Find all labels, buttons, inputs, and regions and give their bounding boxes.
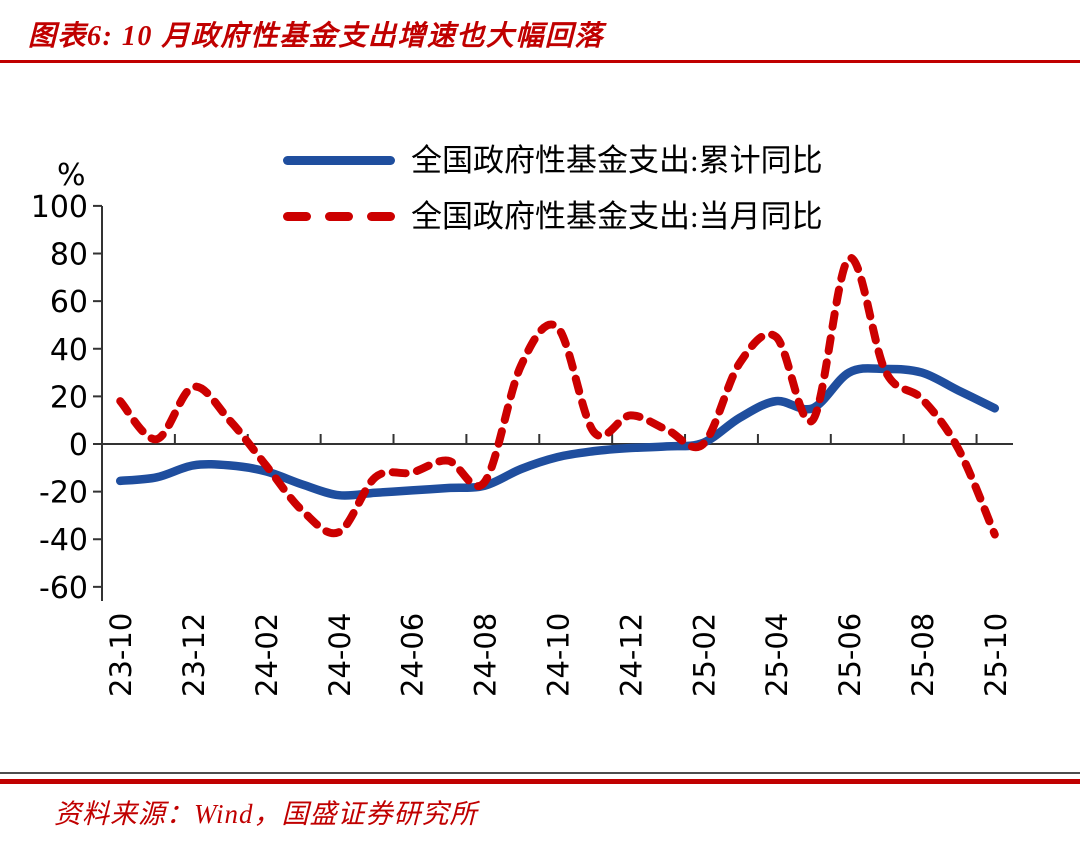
y-axis-tick-label: 0 (69, 428, 88, 463)
y-axis-unit-label: % (57, 158, 86, 193)
series-line-monthly (116, 254, 999, 539)
x-axis-tick-label: 25-02 (687, 613, 721, 697)
footer-divider-red (0, 779, 1080, 784)
x-axis-tick-label: 24-10 (542, 613, 576, 697)
solid-line-swatch-icon (283, 155, 395, 165)
chart-legend: 全国政府性基金支出:累计同比 全国政府性基金支出:当月同比 (283, 132, 823, 244)
x-axis-tick-label: 25-08 (906, 613, 940, 697)
y-axis-tick-label: 100 (31, 190, 88, 225)
figure-title: 图表6: 10 月政府性基金支出增速也大幅回落 (28, 21, 604, 52)
footer-divider-thin (0, 772, 1080, 774)
series-line-cumulative (115, 364, 1000, 500)
title-divider (0, 60, 1080, 63)
legend-label-cumulative: 全国政府性基金支出:累计同比 (411, 142, 823, 178)
y-axis-tick-label: -20 (39, 476, 88, 511)
legend-item-monthly: 全国政府性基金支出:当月同比 (283, 188, 823, 244)
x-axis-tick-label: 25-04 (760, 613, 794, 697)
y-axis-tick-label: -40 (39, 523, 88, 558)
y-axis-tick-label: 60 (50, 285, 88, 320)
y-axis-tick-label: 20 (50, 380, 88, 415)
y-axis-tick-label: -60 (39, 571, 88, 606)
y-axis-tick-label: 80 (50, 238, 88, 273)
x-axis-tick-label: 24-04 (323, 613, 357, 697)
data-source-note: 资料来源：Wind，国盛证券研究所 (54, 799, 478, 829)
x-axis-tick-label: 23-10 (104, 613, 138, 697)
x-axis-tick-label: 25-10 (979, 613, 1013, 697)
x-axis-tick-label: 24-08 (469, 613, 503, 697)
y-axis-tick-label: 40 (50, 333, 88, 368)
legend-label-monthly: 全国政府性基金支出:当月同比 (411, 198, 823, 234)
x-axis-tick-label: 25-06 (833, 613, 867, 697)
x-axis-tick-label: 23-12 (177, 613, 211, 697)
legend-item-cumulative: 全国政府性基金支出:累计同比 (283, 132, 823, 188)
x-axis-tick-label: 24-12 (614, 613, 648, 697)
dashed-line-swatch-icon (283, 211, 395, 221)
x-axis-tick-label: 24-06 (396, 613, 430, 697)
x-axis-tick-label: 24-02 (250, 613, 284, 697)
